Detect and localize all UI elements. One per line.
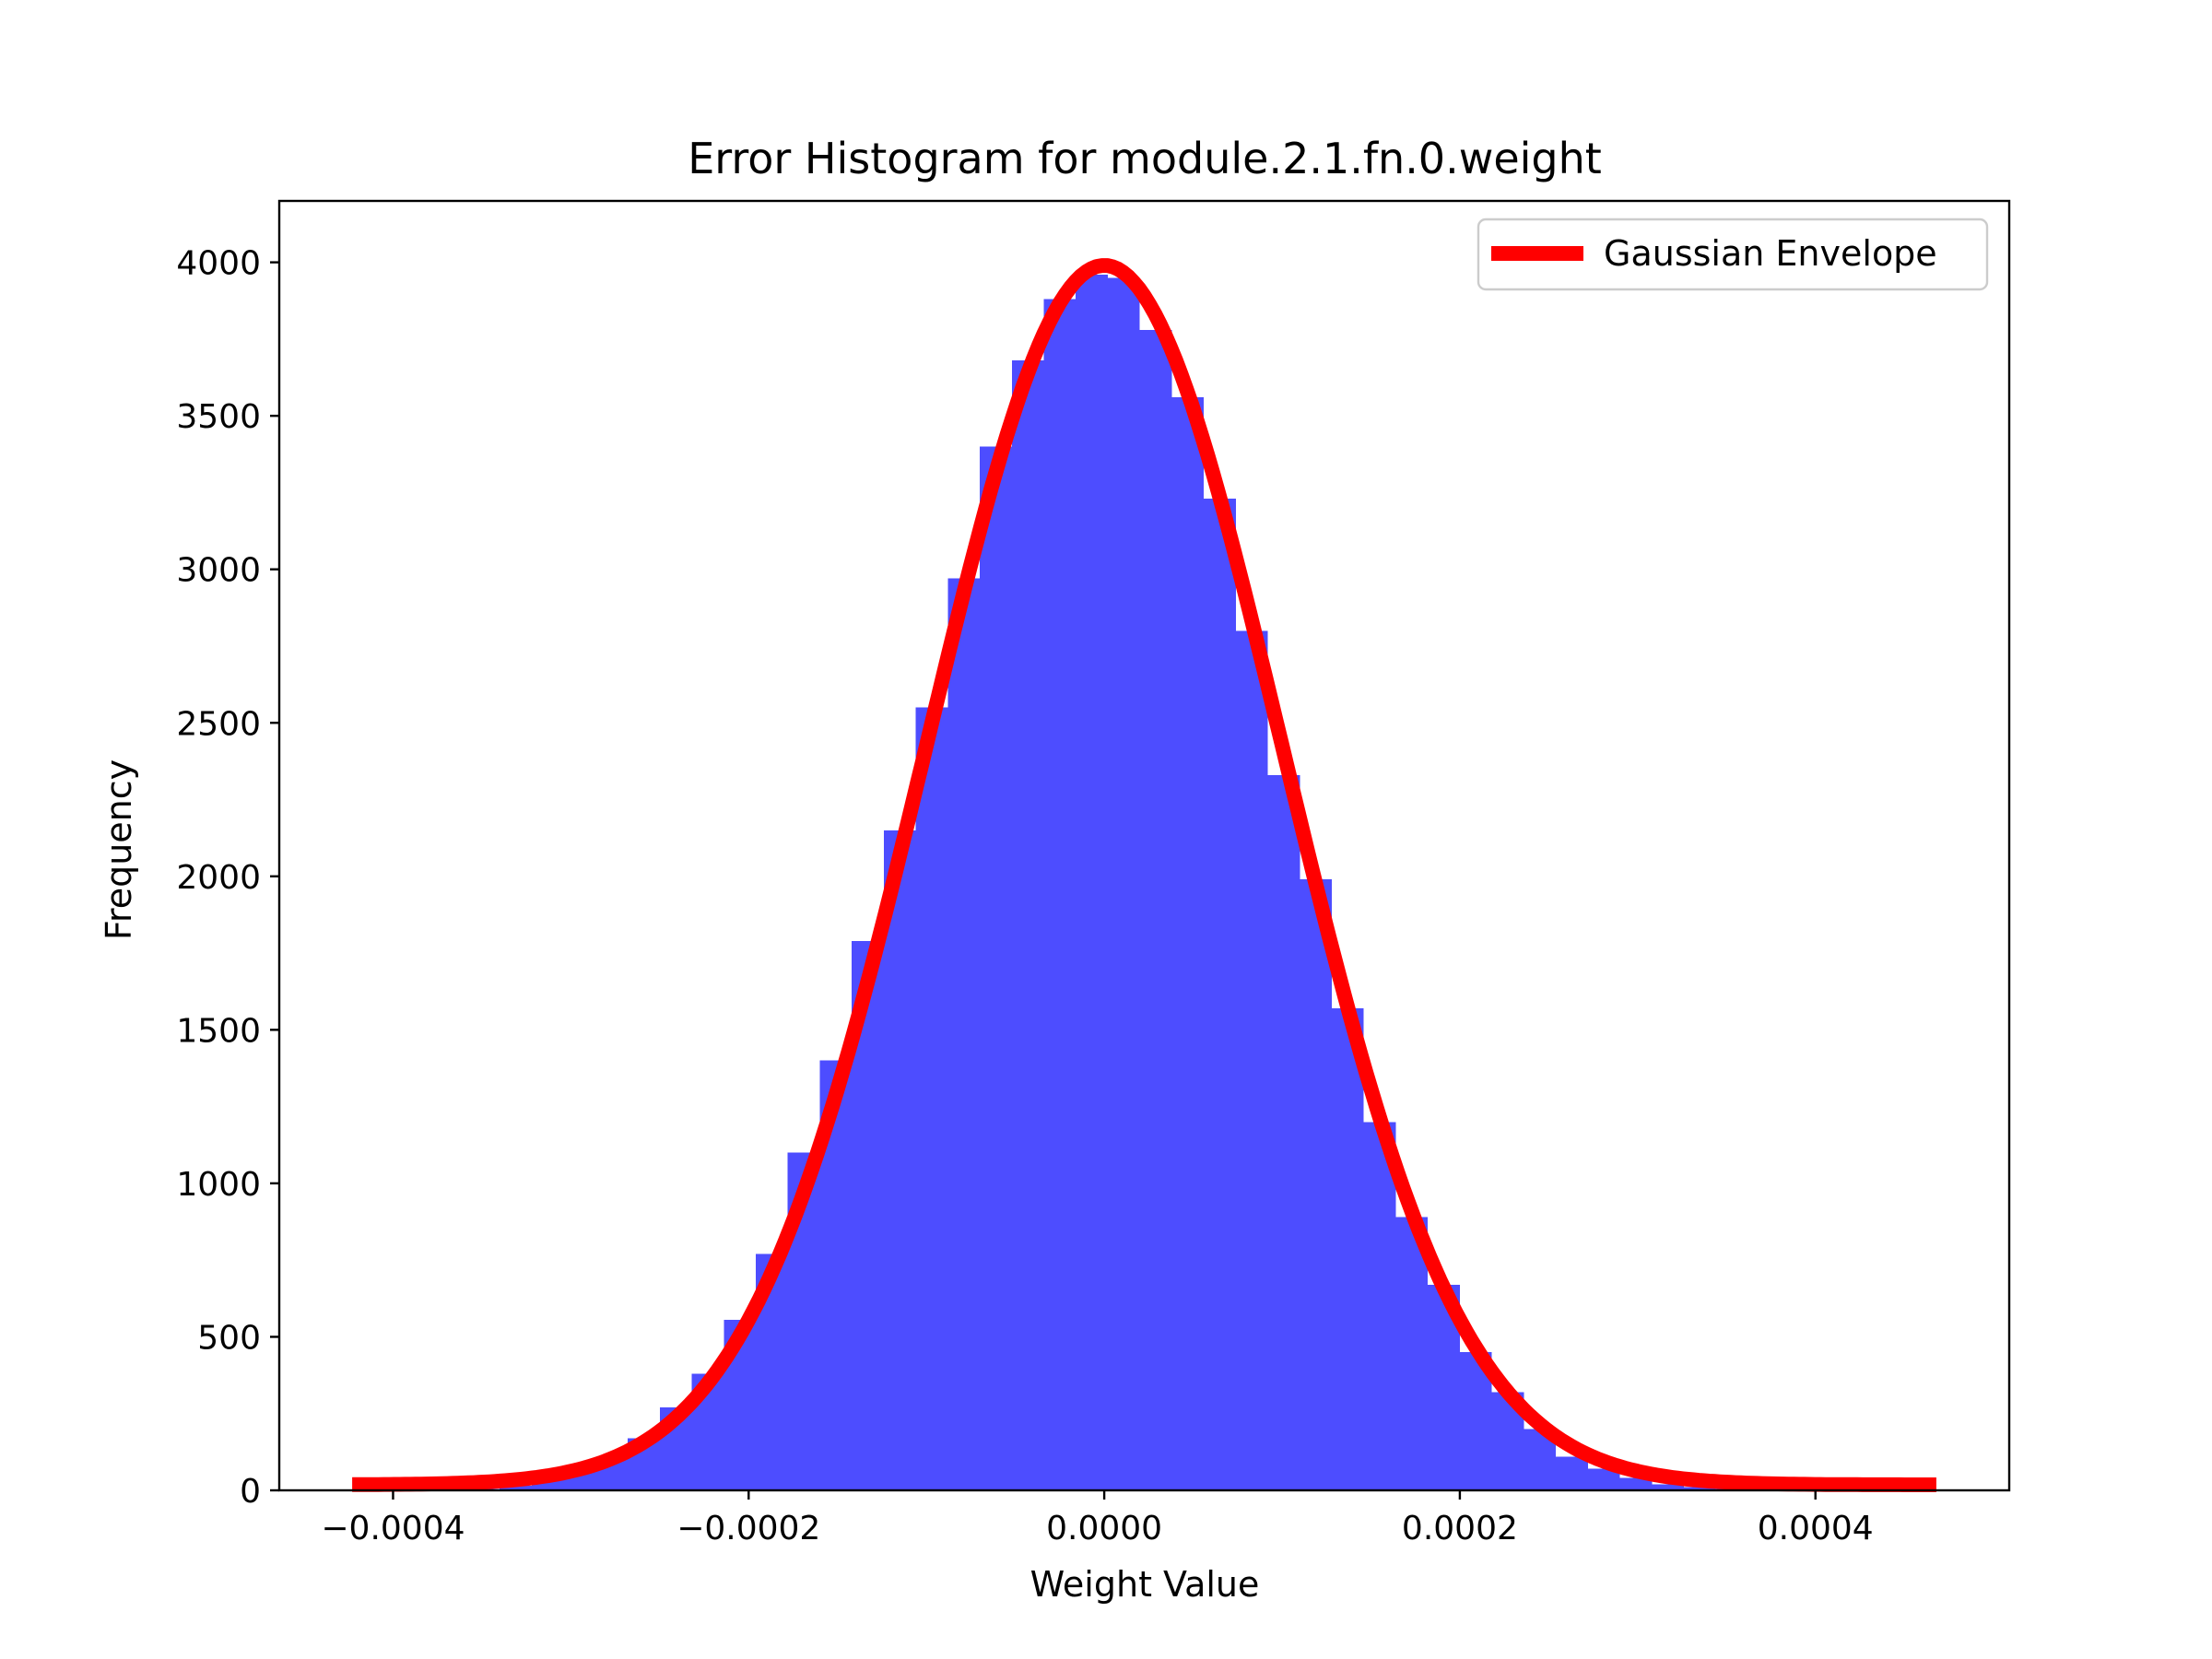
histogram-bar xyxy=(1139,329,1172,1490)
histogram-bar xyxy=(1395,1217,1429,1490)
histogram-bar xyxy=(1300,879,1333,1490)
histogram-bar xyxy=(1587,1468,1620,1490)
histogram-bar xyxy=(1267,774,1300,1490)
y-axis-ticks: 0 500 1000 1500 2000 2500 3000 3500 4000 xyxy=(176,245,279,1511)
y-tick-label: 3000 xyxy=(176,552,261,590)
y-axis-label: Frequency xyxy=(99,759,139,940)
histogram-bar xyxy=(1556,1456,1588,1490)
histogram-bar xyxy=(1619,1477,1653,1490)
histogram-bar xyxy=(980,446,1012,1490)
histogram-bar xyxy=(1107,277,1140,1490)
y-tick-label: 1500 xyxy=(176,1012,261,1050)
histogram-bar xyxy=(1076,274,1108,1490)
histogram-bar xyxy=(500,1486,532,1490)
histogram-bars xyxy=(467,274,1748,1491)
histogram-bar xyxy=(1332,1008,1364,1490)
x-tick-label: 0.0002 xyxy=(1402,1510,1518,1547)
histogram-bar xyxy=(1363,1122,1396,1490)
x-tick-label: 0.0000 xyxy=(1046,1510,1162,1547)
legend: Gaussian Envelope xyxy=(1477,218,1989,291)
histogram-bar xyxy=(1171,397,1205,1491)
histogram-bar xyxy=(1683,1487,1716,1490)
y-tick-label: 500 xyxy=(197,1319,261,1357)
y-tick-label: 1000 xyxy=(176,1166,261,1204)
chart-title: Error Histogram for module.2.1.fn.0.weig… xyxy=(688,134,1602,183)
histogram-bar xyxy=(531,1479,564,1490)
histogram-bar xyxy=(1043,299,1077,1491)
x-axis-label: Weight Value xyxy=(1030,1564,1260,1605)
gaussian-envelope-line xyxy=(349,258,1939,1492)
histogram-bar xyxy=(1652,1484,1684,1490)
legend-label-gaussian-envelope: Gaussian Envelope xyxy=(1604,233,1937,274)
histogram-bar xyxy=(883,830,916,1490)
y-tick-label: 0 xyxy=(240,1473,261,1511)
x-tick-label: 0.0004 xyxy=(1758,1510,1874,1547)
x-axis-ticks: −0.0004 −0.0002 0.0000 0.0002 0.0004 xyxy=(321,1490,1874,1547)
y-tick-label: 4000 xyxy=(176,245,261,283)
x-tick-label: −0.0004 xyxy=(321,1510,465,1547)
y-tick-label: 3500 xyxy=(176,398,261,436)
histogram-bar xyxy=(1204,499,1236,1491)
plot-frame xyxy=(277,199,2011,1492)
legend-box xyxy=(1477,218,1989,291)
y-tick-label: 2000 xyxy=(176,859,261,897)
y-tick-label: 2500 xyxy=(176,705,261,743)
histogram-bar xyxy=(947,578,981,1490)
x-tick-label: −0.0002 xyxy=(677,1510,820,1547)
envelope-line-layer xyxy=(349,258,1939,1492)
histogram-bar xyxy=(915,707,948,1490)
histogram-bar xyxy=(1011,360,1044,1491)
histogram-bar xyxy=(1235,630,1268,1490)
